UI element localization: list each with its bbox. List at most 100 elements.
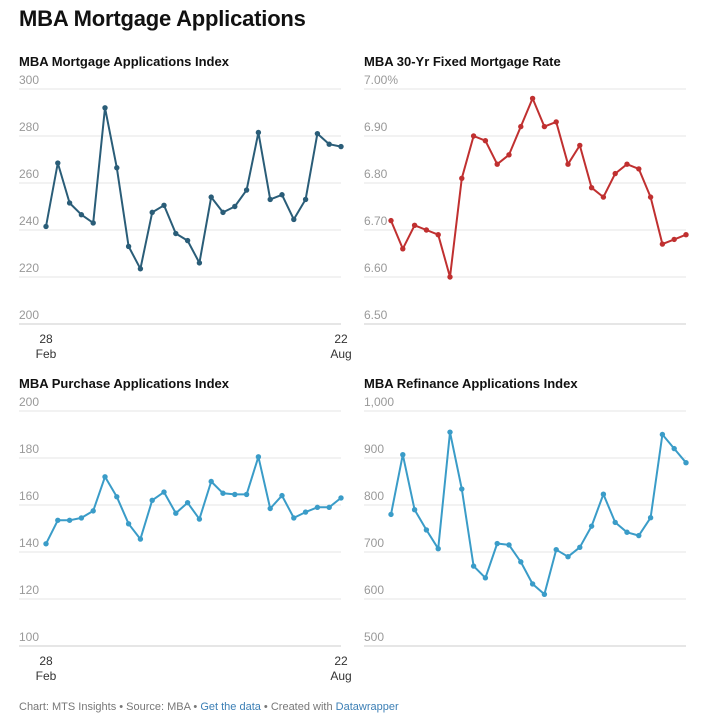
y-tick-label: 180 (19, 442, 39, 456)
x-tick-label: Aug (330, 347, 351, 361)
data-point (43, 541, 49, 547)
data-point (173, 510, 179, 516)
data-point (279, 492, 285, 499)
data-point (577, 142, 583, 149)
data-point (482, 138, 489, 144)
data-point (125, 521, 132, 527)
data-point (78, 515, 85, 521)
chart-panel-purchase-applications-index: MBA Purchase Applications Index 100 120 14… (19, 376, 359, 683)
chart-title: MBA 30-Yr Fixed Mortgage Rate (364, 54, 561, 69)
page-title: MBA Mortgage Applications (19, 6, 306, 31)
data-point (149, 209, 155, 216)
footer-source: Chart: MTS Insights • Source: MBA • (19, 701, 201, 713)
y-tick-label: 6.90 (364, 120, 388, 134)
data-point (612, 170, 618, 177)
y-tick-label: 160 (19, 489, 39, 503)
data-point (659, 241, 666, 247)
data-point (388, 511, 394, 518)
y-tick-label: 900 (364, 442, 384, 456)
data-point (482, 575, 489, 581)
data-point (220, 209, 226, 216)
chart-footer: Chart: MTS Insights • Source: MBA • Get … (19, 701, 399, 713)
data-point (66, 517, 73, 523)
data-point (459, 486, 465, 492)
data-point (196, 260, 203, 266)
series-line (390, 431, 687, 596)
data-point (671, 236, 677, 243)
data-point (671, 445, 677, 452)
data-point (435, 232, 441, 238)
data-point (255, 129, 262, 136)
x-tick-label: Feb (36, 669, 57, 683)
data-point (553, 546, 559, 553)
data-point (600, 491, 607, 497)
data-point (66, 200, 73, 206)
data-point (577, 544, 583, 550)
data-point (529, 95, 536, 102)
x-tick-label: Feb (36, 347, 57, 361)
data-point (291, 216, 297, 223)
data-point (338, 495, 344, 501)
chart-panel-mortgage-applications-index: MBA Mortgage Applications Index 200 220 24… (19, 54, 359, 361)
data-point (518, 559, 524, 565)
y-tick-label: 200 (19, 395, 39, 409)
data-point (411, 222, 418, 228)
line-chart: 500 600 700 800 900 1,000 (364, 395, 689, 647)
chart-title: MBA Refinance Applications Index (364, 376, 578, 391)
data-point (267, 196, 273, 203)
line-chart: 6.50 6.60 6.70 6.80 6.90 7.00% (364, 73, 689, 325)
y-tick-label: 260 (19, 167, 39, 181)
chart-panel-refinance-applications-index: MBA Refinance Applications Index 500 600 7… (364, 376, 704, 676)
data-point (470, 563, 477, 569)
data-point (494, 540, 500, 547)
data-point (506, 152, 512, 158)
data-point (683, 232, 689, 238)
x-tick-label: 22 (334, 654, 348, 668)
data-point (565, 554, 571, 560)
data-point (518, 123, 524, 130)
series-line (45, 106, 342, 270)
y-tick-label: 6.70 (364, 214, 388, 228)
data-point (553, 119, 559, 125)
data-point (400, 452, 406, 458)
data-point (173, 230, 179, 237)
data-point (232, 203, 238, 210)
data-point (326, 504, 332, 511)
chart-title: MBA Purchase Applications Index (19, 376, 229, 391)
data-point (588, 523, 595, 529)
data-point (588, 185, 595, 191)
data-point (338, 143, 344, 150)
data-point (388, 217, 394, 224)
data-point (137, 266, 144, 272)
data-point (55, 160, 61, 166)
data-point (161, 202, 167, 209)
data-point (624, 529, 630, 535)
chart-title: MBA Mortgage Applications Index (19, 54, 229, 69)
y-tick-label: 280 (19, 120, 39, 134)
data-point (423, 527, 430, 533)
data-point (647, 194, 654, 200)
data-point (243, 491, 250, 498)
y-tick-label: 6.50 (364, 308, 388, 322)
get-the-data-link[interactable]: Get the data (200, 701, 261, 713)
y-tick-label: 6.60 (364, 261, 388, 275)
data-point (435, 546, 441, 552)
data-point (459, 175, 465, 181)
data-point (291, 515, 297, 521)
x-tick-label: 28 (39, 654, 53, 668)
data-point (220, 490, 226, 496)
data-point (400, 246, 406, 252)
y-tick-label: 220 (19, 261, 39, 275)
footer-created-with: • Created with (260, 701, 336, 713)
data-point (470, 133, 477, 139)
datawrapper-link[interactable]: Datawrapper (335, 701, 399, 713)
data-point (161, 489, 167, 495)
y-tick-label: 600 (364, 583, 384, 597)
data-point (447, 274, 453, 280)
y-tick-label: 100 (19, 630, 39, 644)
data-point (90, 220, 96, 226)
data-point (506, 542, 512, 548)
data-point (125, 243, 132, 250)
